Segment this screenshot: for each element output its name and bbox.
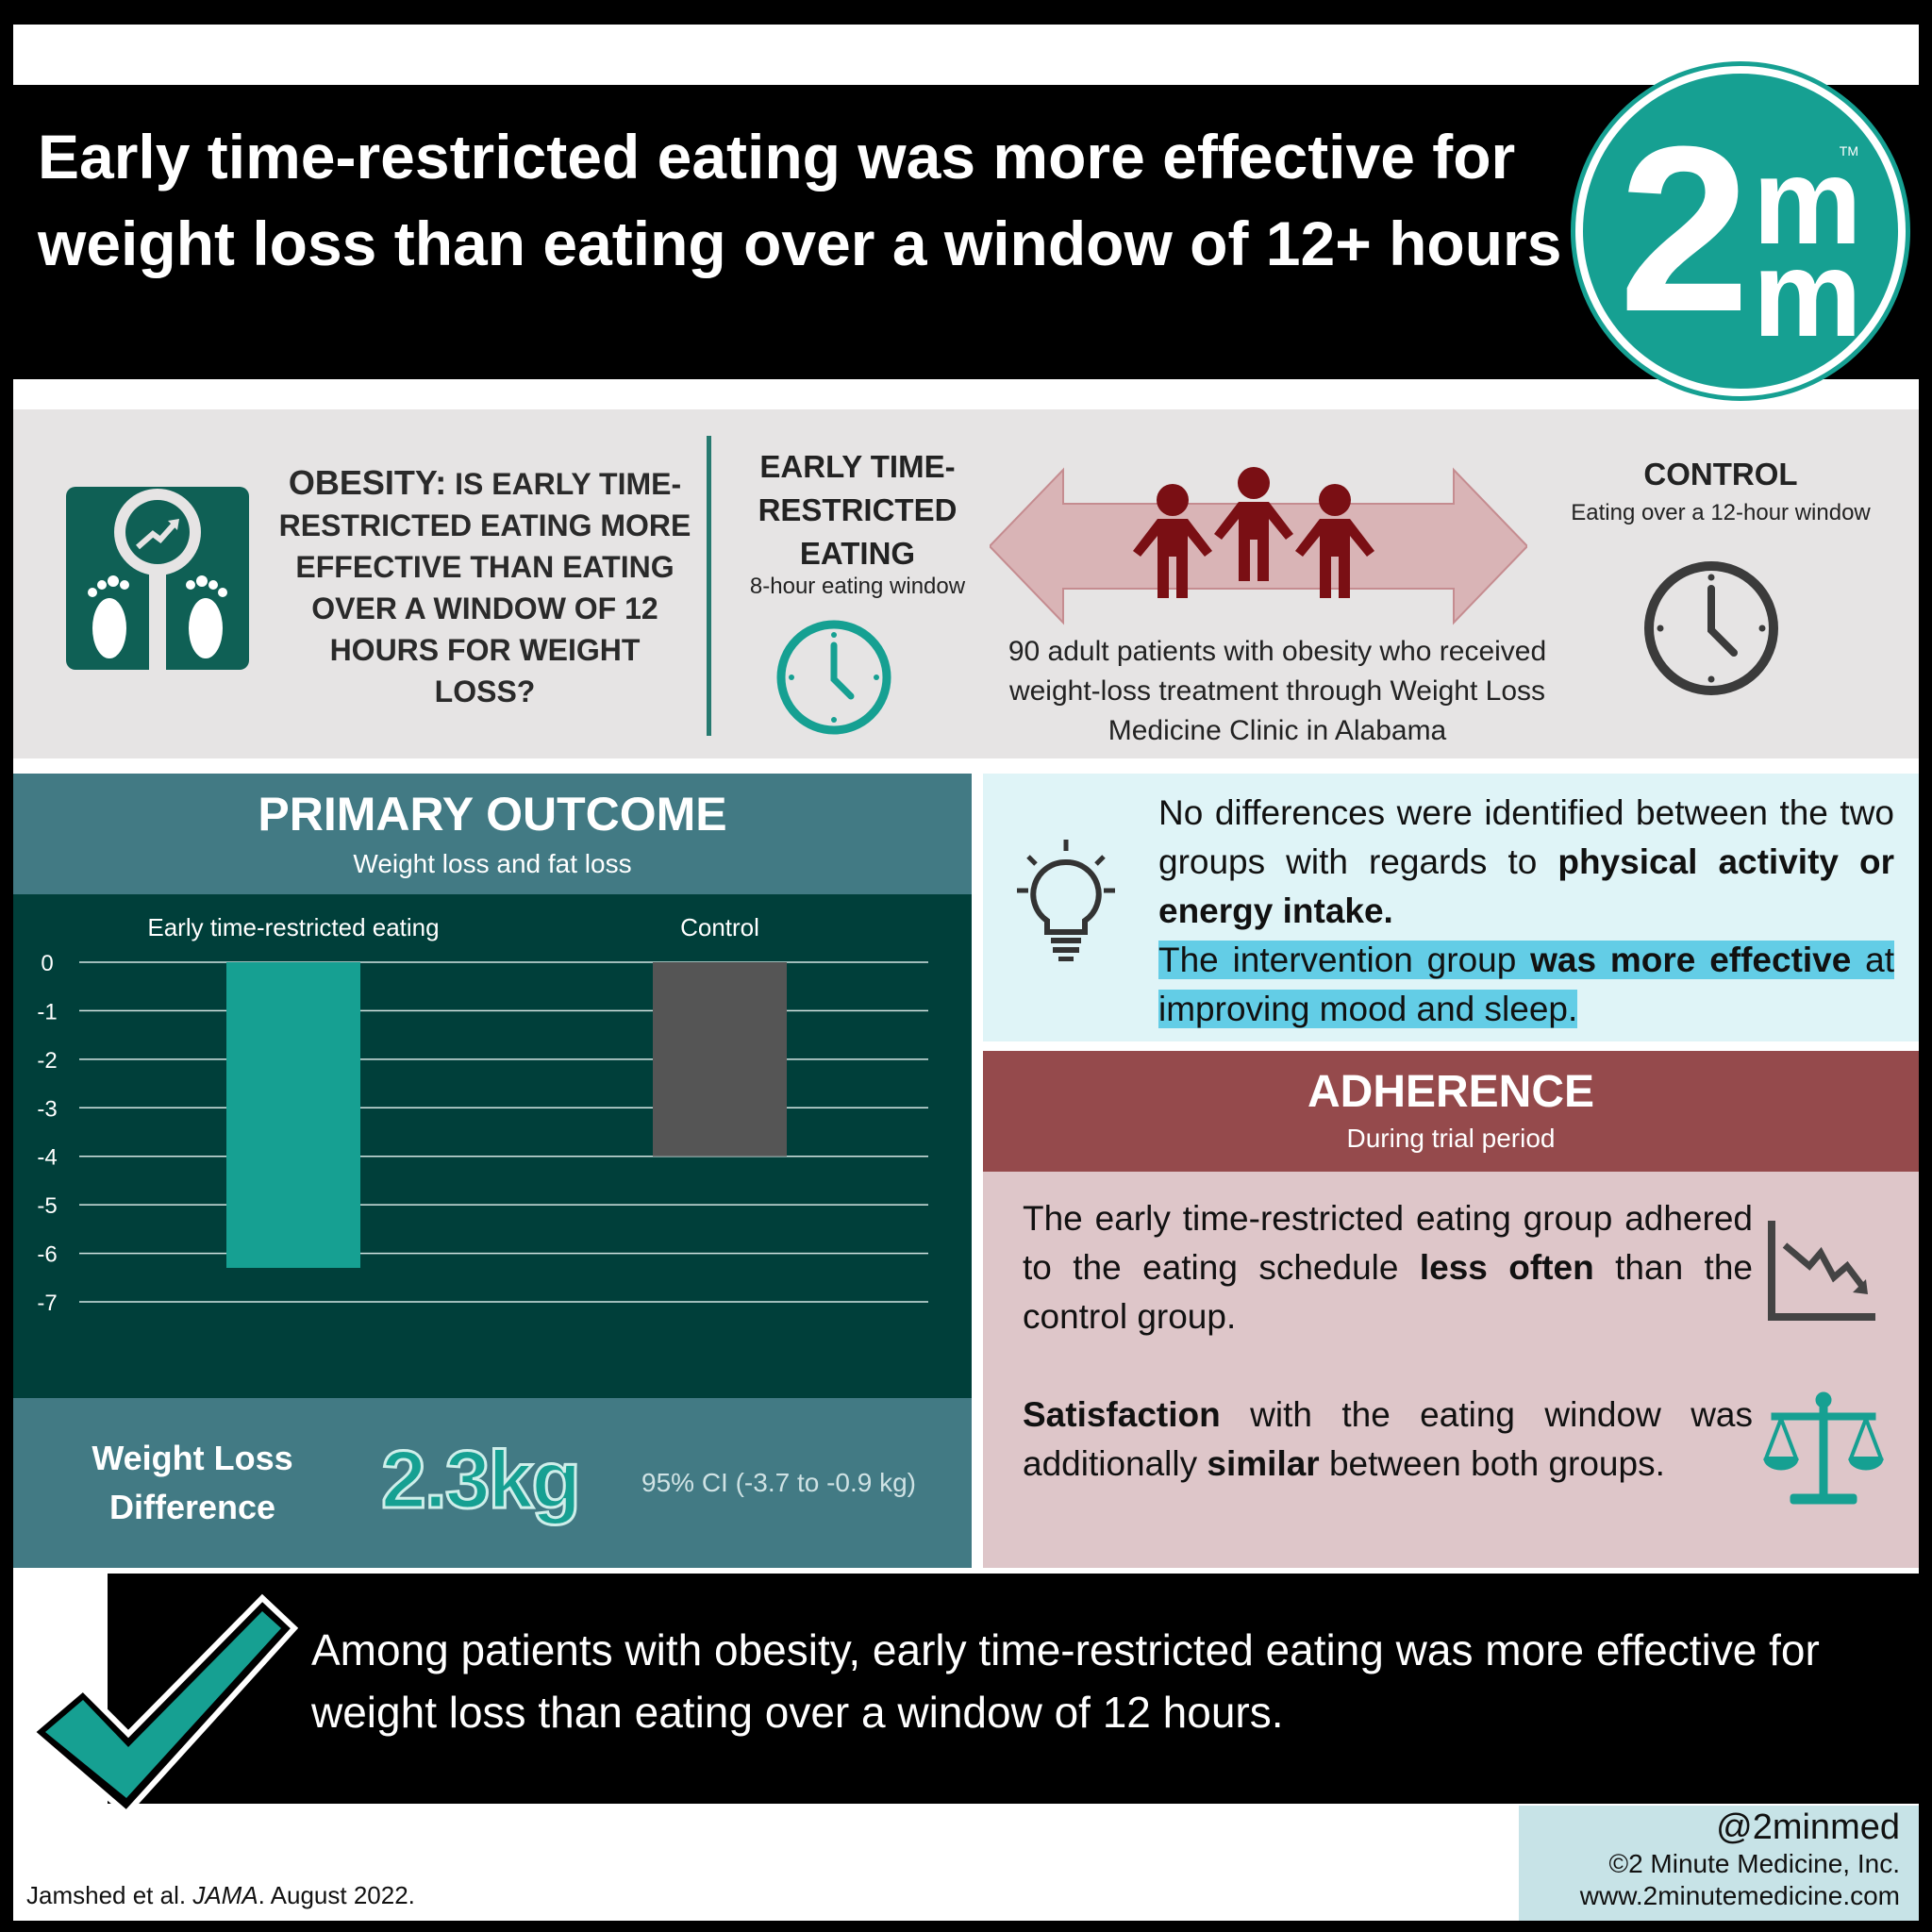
category-label: Control [680,913,759,941]
primary-outcome-subtitle: Weight loss and fat loss [353,849,632,878]
citation-authors: Jamshed et al. [26,1881,193,1909]
intervention-subtitle: 8-hour eating window [749,574,966,599]
bar [226,962,360,1268]
logo-letter-bottom: m [1753,225,1862,362]
logo-letter-top: m [1753,132,1862,270]
primary-outcome-title: PRIMARY OUTCOME [258,788,727,841]
website-link[interactable]: www.2minutemedicine.com [1579,1881,1900,1910]
y-tick-label: -7 [37,1291,57,1316]
y-tick-label: -3 [37,1096,57,1122]
checkmark-icon [27,1593,298,1817]
adherence-title: ADHERENCE [1307,1067,1595,1117]
weight-loss-difference-box: Weight Loss Difference 2.3kg 95% CI (-3.… [13,1398,972,1568]
adherence-header: ADHERENCE During trial period [983,1051,1919,1172]
adherence-panel: ADHERENCE During trial period The early … [983,1051,1919,1568]
finding-2-text: The intervention group [1158,941,1531,979]
y-tick-label: 0 [41,951,53,976]
control-subtitle: Eating over a 12-hour window [1571,500,1871,525]
bar [653,962,787,1157]
logo-digit: 2 [1619,97,1750,360]
adherence-emphasis: less often [1419,1248,1594,1287]
logo-trademark: TM [1839,143,1858,158]
conclusion-text: Among patients with obesity, early time-… [311,1625,1820,1737]
finding-2-highlight: The intervention group was more effectiv… [1158,941,1895,1028]
vertical-divider [707,436,711,736]
y-tick-label: -4 [37,1145,57,1171]
confidence-interval: 95% CI (-3.7 to -0.9 kg) [641,1468,917,1497]
finding-2-tail: at improving mood and sleep. [1158,941,1895,1028]
secondary-findings-panel: No differences were identified between t… [983,774,1919,1041]
primary-outcome-panel: PRIMARY OUTCOME Weight loss and fat loss… [13,774,972,1568]
satisfaction-text: Satisfaction with the eating window was … [1023,1391,1753,1489]
difference-label: Weight Loss Difference [92,1439,293,1526]
finding-1-text: No differences were identified between t… [1158,793,1894,881]
brand-logo: 2 m m TM [1575,66,1906,396]
y-tick-label: -1 [37,999,57,1024]
citation: Jamshed et al. JAMA. August 2022. [26,1881,415,1910]
finding-2-emphasis: was more effective [1530,941,1852,979]
double-arrow-icon [990,467,1527,625]
category-label: Early time-restricted eating [147,913,439,941]
conclusion-banner [108,1574,1919,1804]
balance-scale-icon [1763,1391,1884,1505]
question-text: IS EARLY TIME-RESTRICTED EATING MORE EFF… [278,467,691,708]
y-tick-label: -6 [37,1242,57,1268]
people-icon [1133,467,1374,598]
similar-emphasis: similar [1207,1444,1320,1483]
copyright: ©2 Minute Medicine, Inc. [1608,1849,1900,1878]
y-tick-label: -5 [37,1193,57,1219]
adherence-subtitle: During trial period [1346,1124,1556,1153]
bathroom-scale-icon [66,487,249,670]
satisfaction-text-d: between both groups. [1319,1444,1665,1483]
y-tick-label: -2 [37,1048,57,1074]
social-handle: @2minmed [1716,1807,1900,1847]
brand-footer: @2minmed ©2 Minute Medicine, Inc. www.2m… [1519,1806,1919,1921]
difference-value: 2.3kg [380,1434,583,1527]
adherence-text: The early time-restricted eating group a… [1023,1194,1753,1341]
trend-down-icon [1768,1221,1875,1321]
page-title: Early time-restricted eating was more ef… [38,122,1562,278]
citation-journal: JAMA [192,1881,258,1909]
satisfaction-text-b: with the eating window was additionally [1023,1395,1753,1483]
research-question: OBESITY: IS EARLY TIME-RESTRICTED EATING… [277,462,692,712]
question-lead: OBESITY: [288,463,447,502]
population-text: 90 adult patients with obesity who recei… [1008,636,1547,746]
weight-loss-bar-chart: 0 -1 -2 -3 -4 -5 -6 -7 Early time-restricted eat… [37,913,928,1316]
findings-text: No differences were identified between t… [1158,789,1895,1034]
clock-icon [776,620,891,735]
study-design-band: OBESITY: IS EARLY TIME-RESTRICTED EATING… [13,409,1919,758]
adherence-text-c: than the control group. [1023,1248,1753,1336]
intervention-title: EARLY TIME-RESTRICTED EATING [758,449,958,571]
citation-date: . August 2022. [258,1881,415,1909]
control-title: CONTROL [1643,457,1798,491]
satisfaction-emphasis: Satisfaction [1023,1395,1221,1434]
finding-1-emphasis: physical activity or energy intake. [1158,842,1894,930]
adherence-text-a: The early time-restricted eating group a… [1023,1199,1753,1287]
lightbulb-icon [1017,840,1115,961]
primary-outcome-header: PRIMARY OUTCOME Weight loss and fat loss [13,774,972,894]
clock-icon [1644,561,1778,695]
